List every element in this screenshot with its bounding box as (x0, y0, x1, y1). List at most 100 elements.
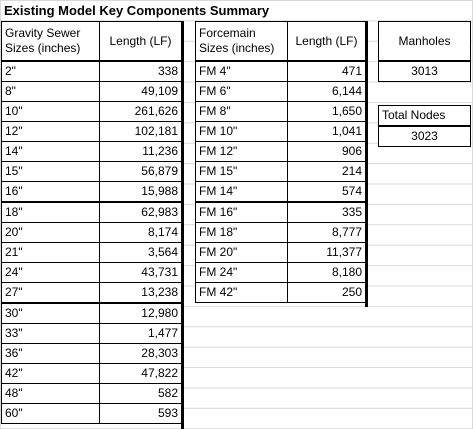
gravity-size-cell[interactable]: 33" (1, 323, 100, 344)
forcemain-length-cell[interactable]: 8,777 (287, 222, 366, 243)
forcemain-length-cell[interactable]: 6,144 (287, 81, 366, 102)
gravity-row: 24" 43,731 (1, 262, 182, 283)
gravity-row: 2" 338 (1, 60, 182, 82)
forcemain-length-cell[interactable]: 8,180 (287, 262, 366, 283)
forcemain-size-cell[interactable]: FM 8" (195, 101, 288, 122)
gravity-length-cell[interactable]: 11,236 (99, 141, 182, 162)
gravity-row: 27" 13,238 (1, 282, 182, 304)
forcemain-row: FM 20" 11,377 (195, 242, 366, 263)
forcemain-size-cell[interactable]: FM 15" (195, 161, 288, 182)
gravity-size-cell[interactable]: 60" (1, 403, 100, 424)
forcemain-length-cell[interactable]: 250 (287, 282, 366, 303)
gravity-length-cell[interactable]: 56,879 (99, 161, 182, 182)
gravity-row: 20" 8,174 (1, 222, 182, 243)
gravity-row: 14" 11,236 (1, 141, 182, 162)
gravity-size-cell[interactable]: 48" (1, 383, 100, 404)
forcemain-size-cell[interactable]: FM 16" (195, 201, 288, 223)
gravity-length-cell[interactable]: 261,626 (99, 101, 182, 122)
gravity-row: 8" 49,109 (1, 81, 182, 102)
gravity-sewer-table: Gravity Sewer Sizes (inches) Length (LF)… (1, 21, 182, 424)
gravity-size-cell[interactable]: 8" (1, 81, 100, 102)
gravity-row: 42" 47,822 (1, 363, 182, 384)
gravity-size-cell[interactable]: 18" (1, 201, 100, 223)
forcemain-length-cell[interactable]: 574 (287, 181, 366, 203)
gravity-row: 36" 28,303 (1, 343, 182, 364)
forcemain-size-cell[interactable]: FM 42" (195, 282, 288, 303)
forcemain-size-cell[interactable]: FM 12" (195, 141, 288, 162)
gravity-length-cell[interactable]: 338 (99, 60, 182, 82)
forcemain-size-cell[interactable]: FM 14" (195, 181, 288, 203)
forcemain-row: FM 10" 1,041 (195, 121, 366, 142)
forcemain-length-cell[interactable]: 1,041 (287, 121, 366, 142)
forcemain-row: FM 4" 471 (195, 60, 366, 82)
gravity-row: 12" 102,181 (1, 121, 182, 142)
gravity-size-cell[interactable]: 2" (1, 60, 100, 82)
gravity-length-cell[interactable]: 593 (99, 403, 182, 424)
forcemain-length-cell[interactable]: 214 (287, 161, 366, 182)
gravity-size-cell[interactable]: 15" (1, 161, 100, 182)
forcemain-table: Forcemain Sizes (inches) Length (LF) FM … (195, 21, 366, 303)
forcemain-length-cell[interactable]: 906 (287, 141, 366, 162)
gravity-header-row: Gravity Sewer Sizes (inches) Length (LF) (1, 21, 182, 62)
gravity-size-cell[interactable]: 16" (1, 181, 100, 203)
forcemain-row: FM 42" 250 (195, 282, 366, 303)
gravity-row: 33" 1,477 (1, 323, 182, 344)
forcemain-row: FM 18" 8,777 (195, 222, 366, 243)
gravity-length-cell[interactable]: 43,731 (99, 262, 182, 283)
gravity-size-cell[interactable]: 36" (1, 343, 100, 364)
gravity-row: 10" 261,626 (1, 101, 182, 122)
gravity-size-cell[interactable]: 10" (1, 101, 100, 122)
forcemain-row: FM 14" 574 (195, 181, 366, 203)
forcemain-size-cell[interactable]: FM 18" (195, 222, 288, 243)
forcemain-row: FM 6" 6,144 (195, 81, 366, 102)
gravity-length-cell[interactable]: 8,174 (99, 222, 182, 243)
gravity-size-cell[interactable]: 42" (1, 363, 100, 384)
forcemain-size-cell[interactable]: FM 24" (195, 262, 288, 283)
gravity-size-cell[interactable]: 20" (1, 222, 100, 243)
forcemain-length-header[interactable]: Length (LF) (287, 21, 366, 62)
gravity-length-cell[interactable]: 62,983 (99, 201, 182, 223)
gravity-row: 21" 3,564 (1, 242, 182, 263)
gravity-length-cell[interactable]: 3,564 (99, 242, 182, 263)
forcemain-length-cell[interactable]: 471 (287, 60, 366, 82)
gravity-row: 16" 15,988 (1, 181, 182, 203)
forcemain-length-cell[interactable]: 1,650 (287, 101, 366, 122)
gravity-size-cell[interactable]: 24" (1, 262, 100, 283)
forcemain-size-header[interactable]: Forcemain Sizes (inches) (195, 21, 288, 62)
forcemain-size-cell[interactable]: FM 6" (195, 81, 288, 102)
forcemain-row: FM 8" 1,650 (195, 101, 366, 122)
manholes-label[interactable]: Manholes (378, 21, 471, 62)
total-nodes-label[interactable]: Total Nodes (378, 105, 471, 127)
gravity-length-cell[interactable]: 102,181 (99, 121, 182, 142)
gravity-length-cell[interactable]: 47,822 (99, 363, 182, 384)
gravity-length-cell[interactable]: 12,980 (99, 302, 182, 324)
gravity-length-cell[interactable]: 1,477 (99, 323, 182, 344)
gravity-length-cell[interactable]: 13,238 (99, 282, 182, 304)
forcemain-size-cell[interactable]: FM 20" (195, 242, 288, 263)
gravity-size-cell[interactable]: 30" (1, 302, 100, 324)
gravity-size-cell[interactable]: 27" (1, 282, 100, 304)
gravity-size-header[interactable]: Gravity Sewer Sizes (inches) (1, 21, 100, 62)
gravity-row: 15" 56,879 (1, 161, 182, 182)
forcemain-row: FM 12" 906 (195, 141, 366, 162)
gravity-size-cell[interactable]: 14" (1, 141, 100, 162)
gravity-size-cell[interactable]: 12" (1, 121, 100, 142)
forcemain-size-cell[interactable]: FM 10" (195, 121, 288, 142)
gravity-row: 30" 12,980 (1, 302, 182, 324)
gravity-length-cell[interactable]: 28,303 (99, 343, 182, 364)
forcemain-row: FM 16" 335 (195, 201, 366, 223)
manholes-value[interactable]: 3013 (378, 60, 471, 82)
gravity-length-header[interactable]: Length (LF) (99, 21, 182, 62)
gravity-length-cell[interactable]: 15,988 (99, 181, 182, 203)
forcemain-length-cell[interactable]: 335 (287, 201, 366, 223)
forcemain-size-cell[interactable]: FM 4" (195, 60, 288, 82)
total-nodes-value[interactable]: 3023 (378, 125, 471, 147)
total-nodes-table: Total Nodes 3023 (378, 105, 471, 147)
gravity-length-cell[interactable]: 49,109 (99, 81, 182, 102)
table-separator-left (181, 21, 184, 429)
gravity-row: 60" 593 (1, 403, 182, 424)
forcemain-length-cell[interactable]: 11,377 (287, 242, 366, 263)
gravity-length-cell[interactable]: 582 (99, 383, 182, 404)
gravity-size-cell[interactable]: 21" (1, 242, 100, 263)
sheet-title: Existing Model Key Components Summary (4, 3, 270, 18)
